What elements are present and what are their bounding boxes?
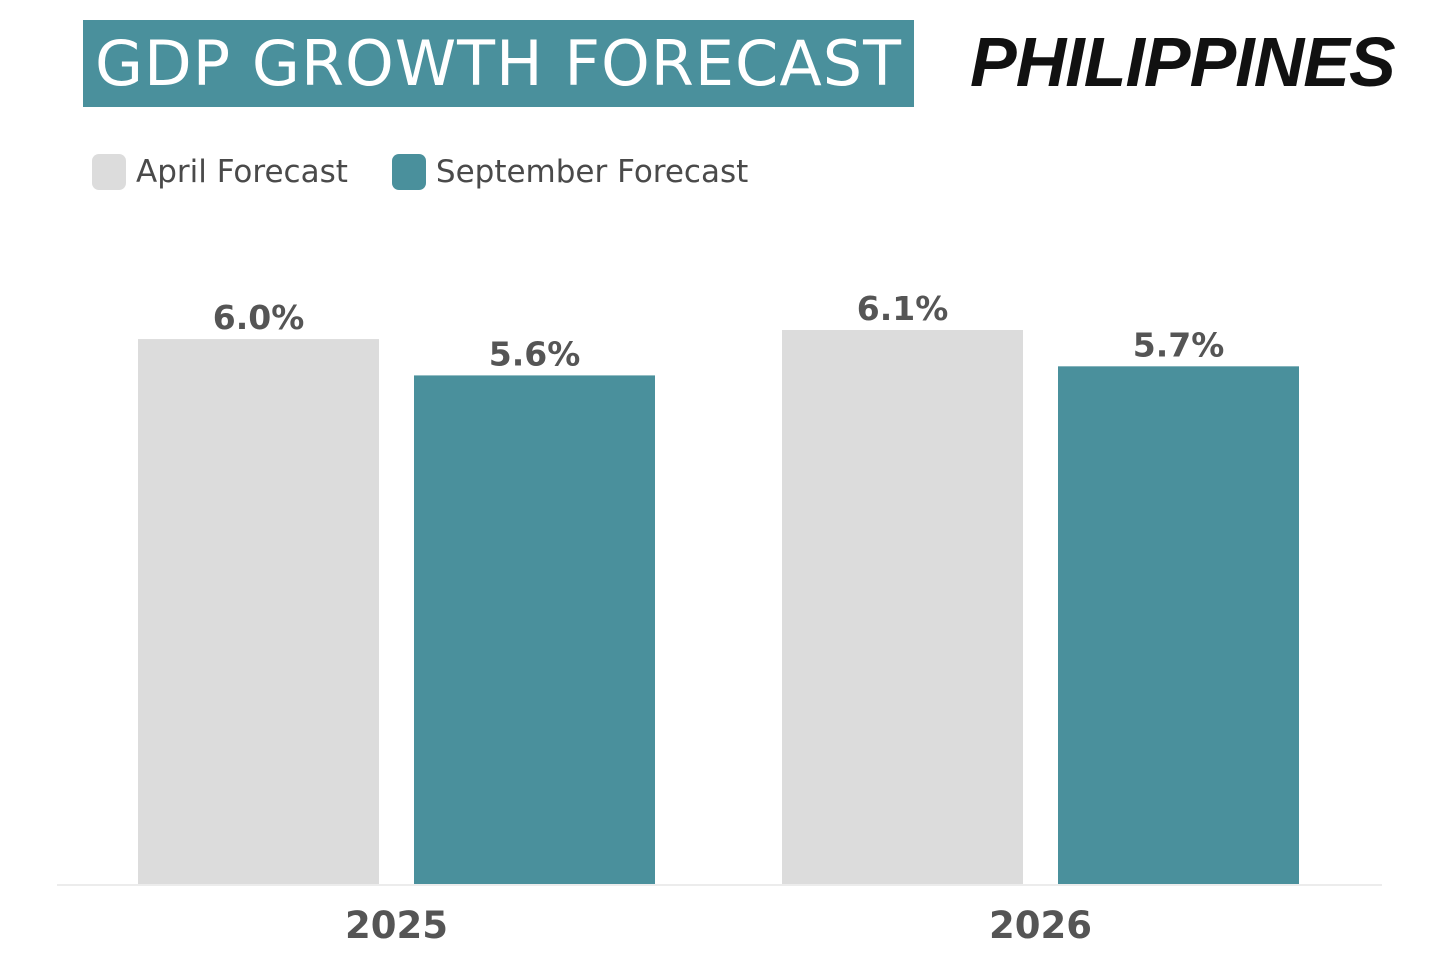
legend-swatch-september — [391, 154, 426, 190]
data-label-april-2026: 6.1% — [857, 289, 949, 328]
legend: April Forecast September Forecast — [92, 154, 792, 190]
x-tick-label-2026: 2026 — [989, 904, 1092, 947]
legend-swatch-april — [92, 154, 126, 190]
chart-title: GDP GROWTH FORECAST — [95, 27, 902, 100]
data-label-april-2025: 6.0% — [213, 298, 305, 337]
legend-label-april: April Forecast — [136, 154, 348, 190]
bar-september-2025 — [414, 375, 655, 884]
legend-label-september: September Forecast — [435, 154, 749, 190]
bar-september-2026 — [1058, 366, 1299, 884]
bar-april-2026 — [782, 330, 1023, 884]
legend-item-april: April Forecast — [92, 154, 348, 190]
country-label: PHILIPPINES — [970, 23, 1396, 101]
bar-april-2025 — [138, 339, 379, 884]
x-tick-label-2025: 2025 — [345, 904, 448, 947]
title-banner: GDP GROWTH FORECAST — [83, 20, 914, 107]
legend-item-september: September Forecast — [391, 154, 749, 190]
data-label-september-2026: 5.7% — [1133, 325, 1225, 364]
data-label-september-2025: 5.6% — [489, 334, 581, 373]
